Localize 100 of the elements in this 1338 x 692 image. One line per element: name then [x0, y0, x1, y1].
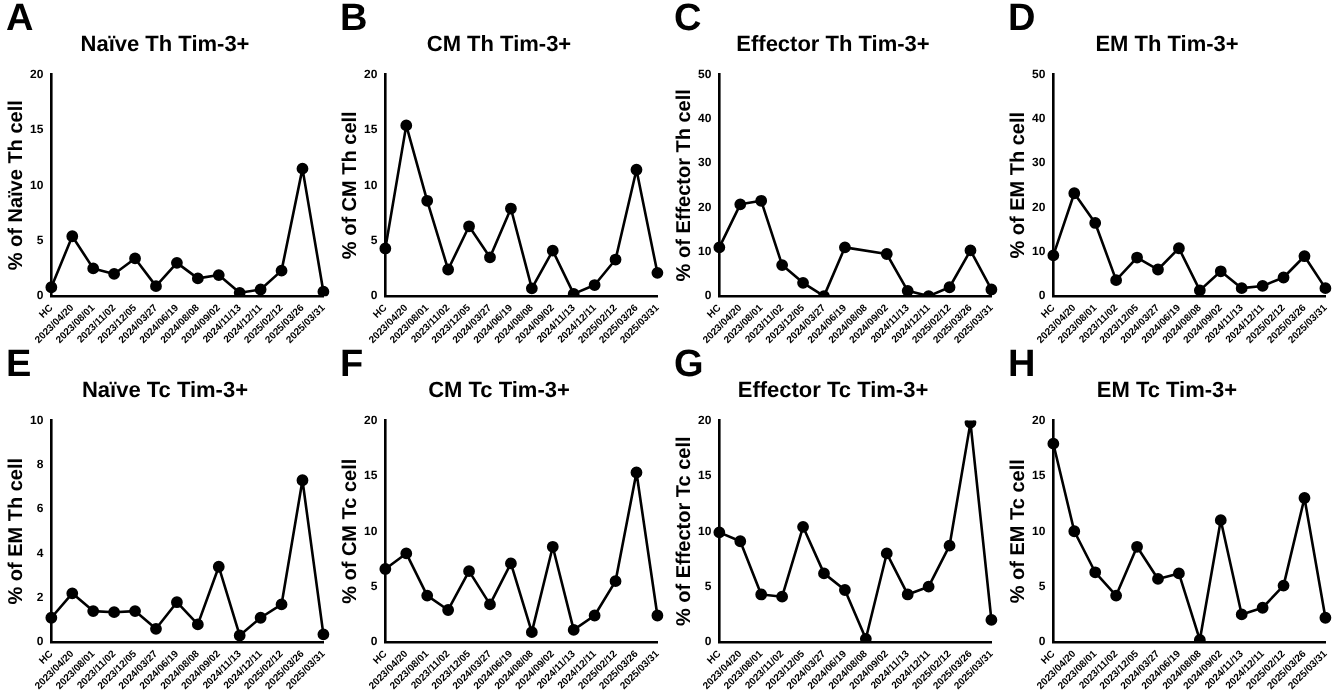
chart-title: EM Tc Tim-3+ — [1096, 379, 1238, 404]
point — [1089, 217, 1102, 229]
point — [191, 618, 204, 631]
point — [171, 256, 183, 269]
point — [651, 609, 664, 622]
point — [776, 590, 789, 603]
point — [317, 285, 330, 297]
point — [609, 253, 622, 266]
point — [1047, 249, 1060, 262]
text: D — [1008, 0, 1036, 40]
point — [1319, 611, 1332, 624]
chart-title: Effector Tc Tim-3+ — [737, 379, 929, 404]
point — [87, 262, 100, 275]
point — [588, 609, 601, 622]
point — [66, 230, 79, 243]
point — [713, 526, 726, 539]
point — [546, 244, 559, 257]
point — [839, 584, 851, 596]
point — [734, 198, 747, 211]
point — [1214, 514, 1227, 527]
point — [1068, 187, 1081, 200]
point — [525, 626, 538, 639]
point — [713, 241, 726, 254]
text: A — [6, 0, 34, 40]
text: E — [6, 344, 32, 386]
point — [1277, 579, 1290, 592]
point — [108, 606, 121, 619]
point — [1131, 540, 1143, 553]
point — [442, 263, 455, 276]
text: G — [674, 344, 704, 386]
text: F — [340, 344, 364, 386]
point — [1131, 251, 1143, 264]
point — [818, 567, 830, 580]
point — [505, 202, 517, 215]
chart-title: Naïve Tc Tim-3+ — [81, 379, 249, 404]
point — [630, 163, 643, 176]
point — [588, 279, 601, 291]
point — [797, 520, 809, 533]
point — [233, 629, 246, 642]
y-axis-title: % of CM Th cell — [339, 110, 362, 260]
point — [212, 269, 225, 281]
point — [317, 628, 330, 641]
point — [985, 614, 998, 626]
point — [1298, 492, 1311, 504]
point — [275, 264, 288, 277]
point — [254, 611, 267, 624]
chart-title: Effector Th Tim-3+ — [736, 33, 930, 58]
point — [630, 466, 643, 479]
chart-title: CM Th Tim-3+ — [426, 33, 572, 58]
point — [150, 280, 162, 293]
point — [943, 539, 956, 552]
point — [1256, 601, 1269, 614]
point — [943, 281, 956, 294]
point — [400, 547, 413, 560]
point — [212, 560, 225, 573]
point — [463, 220, 475, 233]
point — [880, 547, 893, 560]
point — [275, 598, 288, 611]
point — [1047, 437, 1060, 450]
point — [171, 596, 183, 609]
point — [797, 276, 809, 289]
point — [1068, 525, 1081, 538]
point — [964, 244, 977, 257]
point — [1110, 589, 1123, 602]
point — [505, 557, 517, 570]
point — [839, 241, 851, 254]
point — [66, 587, 79, 600]
point — [922, 580, 935, 593]
point — [108, 268, 121, 280]
point — [1173, 242, 1185, 255]
point — [400, 119, 413, 132]
point — [734, 535, 747, 548]
y-axis-title: % of CM Tc cell — [339, 458, 362, 604]
point — [484, 251, 496, 264]
point — [1173, 567, 1185, 580]
point — [129, 605, 141, 617]
point — [525, 282, 538, 295]
point — [755, 588, 768, 601]
y-axis-title: % of Naïve Th cell — [5, 99, 28, 271]
point — [1110, 274, 1123, 287]
point — [651, 266, 664, 279]
y-axis-title: % of Effector Tc cell — [673, 435, 696, 627]
y-axis-title: % of EM Th cell — [1007, 111, 1030, 259]
point — [421, 589, 434, 602]
point — [379, 242, 392, 255]
point — [296, 474, 309, 487]
point — [1214, 265, 1227, 278]
point — [129, 252, 141, 265]
point — [1235, 282, 1248, 295]
point — [985, 283, 998, 296]
point — [1319, 282, 1332, 295]
point — [901, 588, 914, 601]
text: B — [340, 0, 368, 40]
chart-title: EM Th Tim-3+ — [1095, 33, 1239, 58]
point — [45, 281, 58, 294]
point — [1152, 573, 1164, 585]
text: C — [674, 0, 702, 40]
point — [150, 622, 162, 635]
point — [1152, 263, 1164, 276]
point — [609, 575, 622, 588]
